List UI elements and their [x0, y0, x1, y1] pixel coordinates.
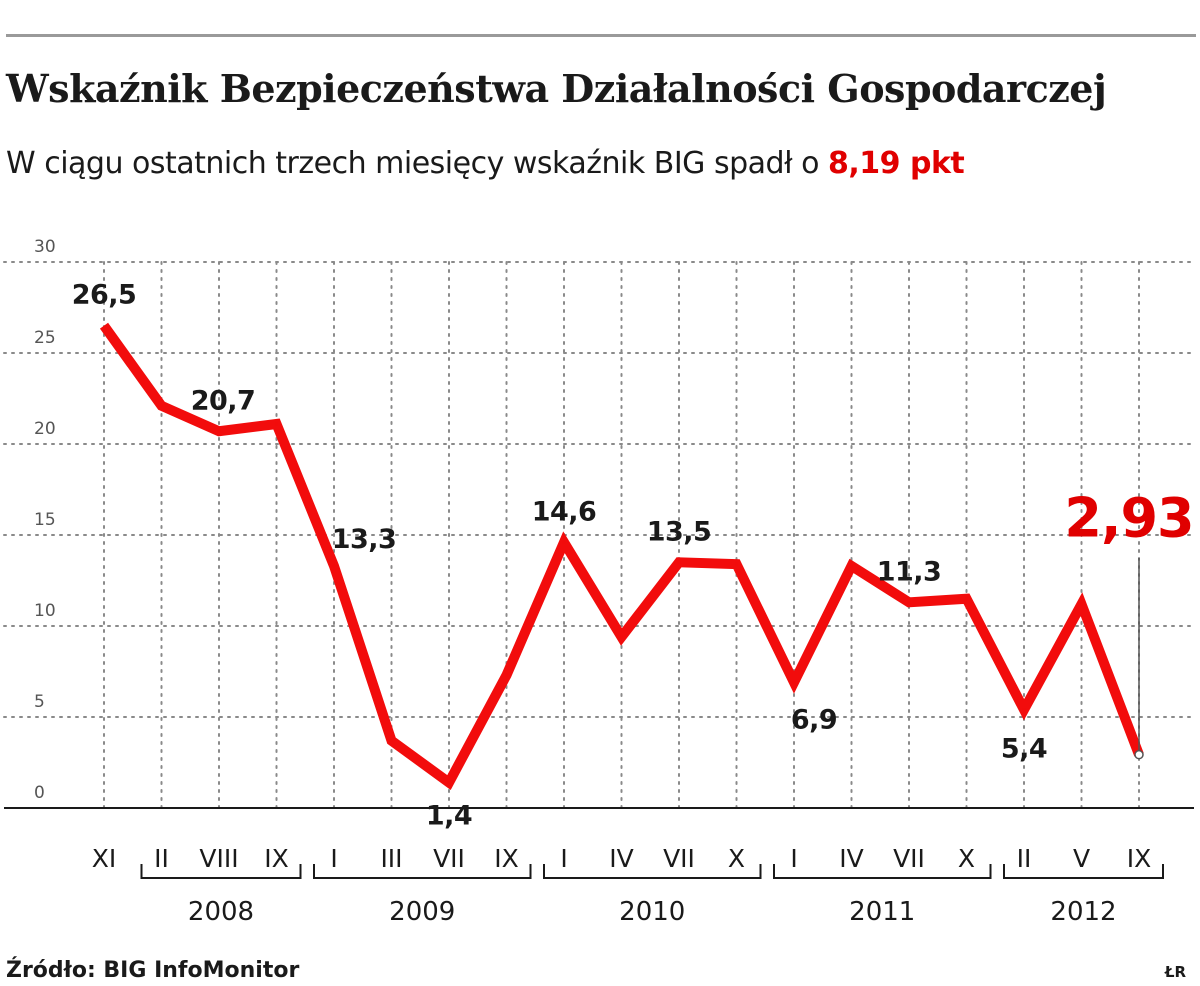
x-tick-label: I	[560, 844, 567, 873]
x-tick-label: VII	[893, 844, 925, 873]
data-point	[620, 635, 624, 639]
data-label: 5,4	[1001, 734, 1047, 765]
x-tick-label: II	[154, 844, 169, 873]
end-point-marker	[1134, 749, 1144, 760]
data-label: 6,9	[791, 704, 837, 735]
data-point	[275, 422, 279, 426]
year-bracket	[543, 864, 762, 879]
data-point	[390, 739, 394, 743]
source-note: Źródło: BIG InfoMonitor	[6, 958, 300, 983]
x-tick-label: I	[330, 844, 337, 873]
data-label: 20,7	[191, 385, 256, 416]
y-tick-label: 15	[34, 510, 56, 530]
y-tick-label: 30	[34, 237, 56, 257]
subtitle-highlight: 8,19 pkt	[828, 146, 965, 181]
series	[99, 322, 1144, 790]
data-label: 11,3	[877, 556, 942, 587]
data-labels: 26,5 20,7 13,3 1,4 14,6 13,5 6,9 11,3 5,4 2,93	[72, 280, 1195, 832]
series-line	[99, 322, 1144, 790]
year-label: 2012	[1050, 897, 1116, 927]
chart-subtitle: W ciągu ostatnich trzech miesięcy wskaźn…	[6, 146, 965, 181]
year-bracket	[140, 864, 302, 879]
data-point	[160, 404, 164, 408]
year-groups: 2008 2009 2010 2011 2012	[140, 864, 1164, 927]
data-point	[907, 600, 911, 604]
data-label: 13,3	[332, 524, 397, 555]
highlight-value-label: 2,93	[1064, 487, 1193, 550]
data-point	[562, 540, 566, 544]
y-axis-ticks: 0 5 10 15 20 25 30	[34, 237, 56, 803]
data-point	[332, 564, 336, 568]
chart-title: Wskaźnik Bezpieczeństwa Działalności Gos…	[6, 66, 1107, 111]
subtitle-text: W ciągu ostatnich trzech miesięcy wskaźn…	[6, 146, 829, 181]
data-label: 1,4	[426, 801, 472, 832]
y-tick-label: 5	[34, 692, 45, 712]
data-label: 13,5	[647, 516, 712, 547]
x-tick-label: X	[728, 844, 745, 873]
year-bracket	[773, 864, 992, 879]
data-point	[735, 562, 739, 566]
year-label: 2009	[389, 897, 455, 927]
x-tick-label: IX	[1127, 844, 1152, 873]
x-tick-label: III	[380, 844, 402, 873]
y-tick-label: 25	[34, 328, 56, 348]
x-tick-label: IX	[264, 844, 289, 873]
x-tick-label: VII	[663, 844, 695, 873]
x-tick-label: V	[1073, 844, 1090, 873]
x-tick-label: X	[958, 844, 975, 873]
top-rule	[6, 34, 1196, 37]
y-tick-label: 20	[34, 419, 56, 439]
year-label: 2010	[619, 897, 685, 927]
data-label: 14,6	[532, 496, 597, 527]
data-point	[1080, 602, 1084, 606]
data-point	[850, 564, 854, 568]
data-label: 26,5	[72, 280, 137, 311]
year-bracket	[1003, 864, 1164, 879]
x-tick-label: I	[790, 844, 797, 873]
year-label: 2011	[849, 897, 915, 927]
data-point	[447, 781, 451, 785]
grid	[3, 261, 1195, 809]
data-point	[965, 597, 969, 601]
x-tick-label: XI	[92, 844, 117, 873]
data-point	[677, 560, 681, 564]
data-point	[217, 429, 221, 433]
data-point	[792, 680, 796, 684]
data-point	[102, 324, 106, 328]
y-tick-label: 10	[34, 601, 56, 621]
x-tick-label: IX	[494, 844, 519, 873]
x-tick-label: VIII	[199, 844, 238, 873]
x-tick-label: II	[1017, 844, 1032, 873]
data-point	[505, 673, 509, 677]
x-axis-ticks: XI II VIII IX I III VII IX I IV VII X I IV VII X II V IX	[92, 844, 1152, 873]
x-tick-label: VII	[433, 844, 465, 873]
data-point	[1022, 708, 1026, 712]
x-tick-label: IV	[609, 844, 633, 873]
x-tick-label: IV	[839, 844, 863, 873]
author-credit: ŁR	[1164, 963, 1186, 981]
year-bracket	[313, 864, 532, 879]
y-tick-label: 0	[34, 783, 45, 803]
year-label: 2008	[188, 897, 254, 927]
